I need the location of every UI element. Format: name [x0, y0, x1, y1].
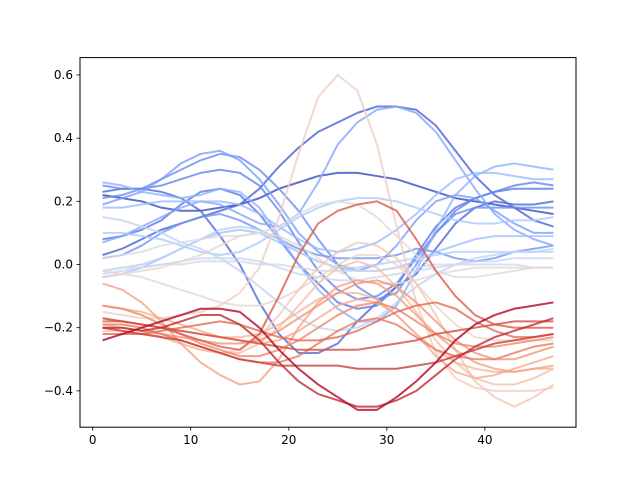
- series-line-9: [102, 105, 554, 247]
- y-tick-label: 0.0: [54, 258, 73, 272]
- series-line-23: [102, 260, 554, 386]
- y-tick-label: 0.4: [54, 131, 73, 145]
- y-axis: −0.4 −0.2 0.0 0.2 0.4 0.6: [44, 68, 80, 398]
- series-line-31: [102, 200, 554, 351]
- x-tick-label: 20: [281, 433, 296, 447]
- series-line-34: [102, 314, 554, 408]
- series-lines: [102, 73, 554, 411]
- series-line-15: [102, 216, 554, 332]
- x-tick-label: 40: [477, 433, 492, 447]
- y-tick-label: 0.2: [54, 194, 73, 208]
- series-line-11: [102, 171, 554, 253]
- series-line-25: [102, 298, 554, 380]
- series-line-5: [102, 168, 554, 301]
- y-tick-label: 0.6: [54, 68, 73, 82]
- series-line-35: [102, 301, 554, 411]
- x-tick-label: 0: [89, 433, 97, 447]
- x-tick-label: 10: [183, 433, 198, 447]
- series-line-8: [102, 149, 554, 272]
- series-line-33: [102, 326, 554, 370]
- series-line-19: [102, 231, 554, 285]
- series-line-13: [102, 197, 554, 257]
- series-line-32: [102, 317, 554, 351]
- y-tick-label: −0.4: [44, 384, 73, 398]
- axes-frame: [79, 57, 577, 428]
- y-tick-label: −0.2: [44, 321, 73, 335]
- series-line-6: [102, 152, 554, 301]
- series-line-18: [102, 200, 554, 279]
- series-line-27: [102, 279, 554, 361]
- x-tick-label: 30: [379, 433, 394, 447]
- x-axis: 0 10 20 30 40: [89, 427, 492, 447]
- series-line-20: [102, 254, 554, 342]
